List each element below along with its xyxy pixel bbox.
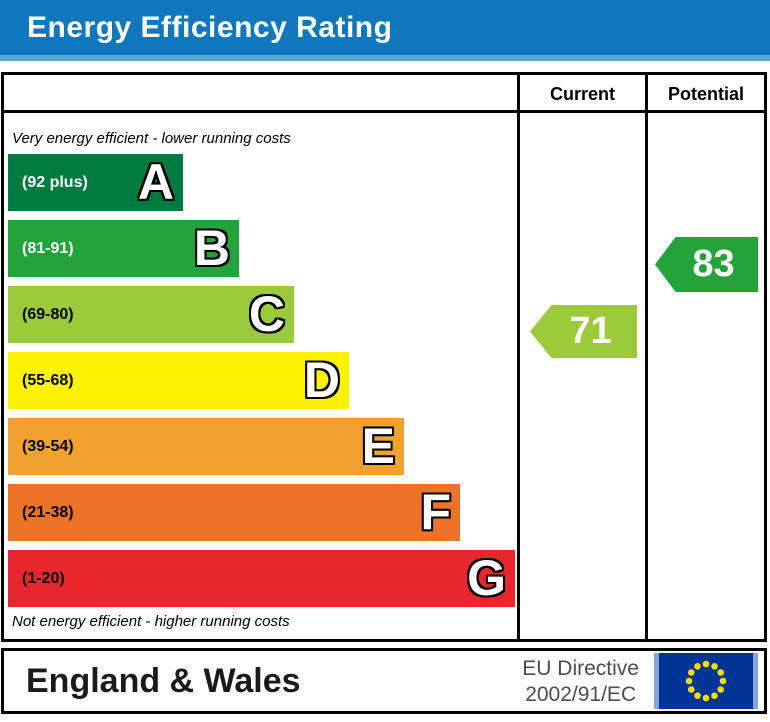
band-c-letter: C [248, 286, 285, 342]
potential-rating-arrow: 83 [655, 237, 758, 292]
band-d-range: (55-68) [22, 372, 74, 389]
caption-very-efficient: Very energy efficient - lower running co… [12, 130, 291, 147]
current-rating-arrow: 71 [530, 305, 637, 358]
rating-table: Current Potential Very energy efficient … [1, 72, 767, 642]
band-f: (21-38) F [8, 484, 460, 541]
caption-not-efficient: Not energy efficient - higher running co… [12, 613, 290, 630]
potential-rating-value: 83 [692, 243, 735, 285]
band-b-letter: B [193, 220, 230, 276]
column-header-potential: Potential [667, 83, 744, 104]
column-header-current: Current [549, 83, 615, 104]
band-a-letter: A [137, 154, 174, 210]
current-rating-value: 71 [569, 310, 612, 352]
band-a: (92 plus) A [8, 154, 183, 211]
eu-directive-line1: EU Directive [522, 657, 639, 680]
eu-directive-line2: 2002/91/EC [525, 683, 637, 706]
band-e-letter: E [361, 418, 395, 474]
band-g: (1-20) G [8, 550, 515, 607]
eu-flag-icon [654, 653, 758, 709]
band-e: (39-54) E [8, 418, 404, 475]
column-divider-potential [645, 75, 648, 639]
page-title: Energy Efficiency Rating [27, 10, 393, 44]
footer-bar: England & Wales EU Directive 2002/91/EC [1, 648, 767, 714]
eu-directive-label: EU Directive 2002/91/EC [522, 656, 639, 708]
table-header-row [4, 75, 764, 113]
band-d-letter: D [303, 352, 340, 408]
eu-flag-stars [685, 660, 727, 702]
band-f-range: (21-38) [22, 504, 74, 521]
band-a-range: (92 plus) [22, 174, 88, 191]
band-b-range: (81-91) [22, 240, 74, 257]
band-f-letter: F [420, 484, 451, 540]
band-c-range: (69-80) [22, 306, 74, 323]
band-e-range: (39-54) [22, 438, 74, 455]
column-divider-current [517, 75, 520, 639]
band-b: (81-91) B [8, 220, 239, 277]
band-g-range: (1-20) [22, 570, 65, 587]
band-g-letter: G [467, 550, 506, 606]
band-c: (69-80) C [8, 286, 294, 343]
band-d: (55-68) D [8, 352, 349, 409]
region-label: England & Wales [26, 662, 301, 700]
title-bar: Energy Efficiency Rating [0, 0, 770, 61]
